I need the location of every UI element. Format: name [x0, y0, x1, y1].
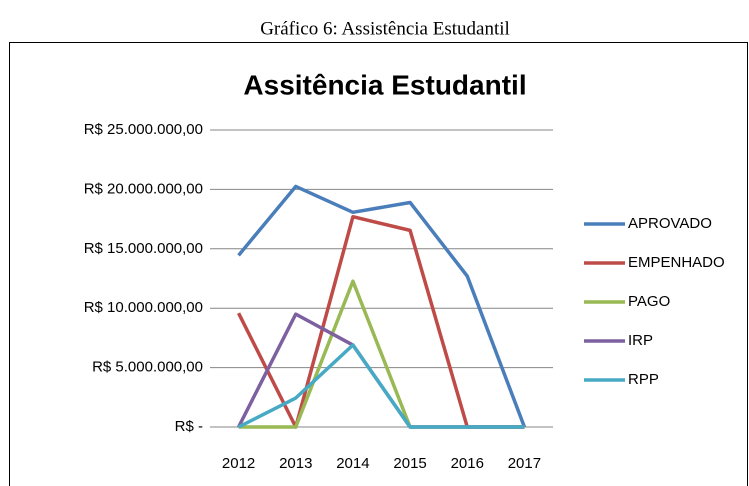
- y-tick-label: R$ -: [175, 418, 203, 435]
- series-line: [237, 343, 525, 429]
- chart-frame: [9, 42, 748, 486]
- legend-label: APROVADO: [628, 215, 712, 232]
- y-tick-label: R$ 10.000.000,00: [84, 299, 203, 316]
- x-tick-label: 2014: [336, 455, 369, 472]
- series-line: [237, 214, 525, 429]
- legend-label: EMPENHADO: [628, 254, 725, 271]
- legend-label: IRP: [628, 332, 653, 349]
- x-tick-label: 2012: [222, 455, 255, 472]
- legend-label: PAGO: [628, 293, 670, 310]
- x-tick-label: 2016: [451, 455, 484, 472]
- chart-title: Assitência Estudantil: [243, 69, 526, 100]
- y-tick-label: R$ 25.000.000,00: [84, 121, 203, 138]
- x-tick-label: 2017: [508, 455, 541, 472]
- caption: Gráfico 6: Assistência Estudantil: [260, 18, 510, 39]
- x-tick-label: 2015: [393, 455, 426, 472]
- legend-label: RPP: [628, 371, 659, 388]
- series-line: [237, 184, 527, 428]
- y-tick-label: R$ 15.000.000,00: [84, 240, 203, 257]
- y-tick-label: R$ 5.000.000,00: [92, 359, 203, 376]
- x-tick-label: 2013: [279, 455, 312, 472]
- y-tick-label: R$ 20.000.000,00: [84, 180, 203, 197]
- series-line: [237, 312, 525, 429]
